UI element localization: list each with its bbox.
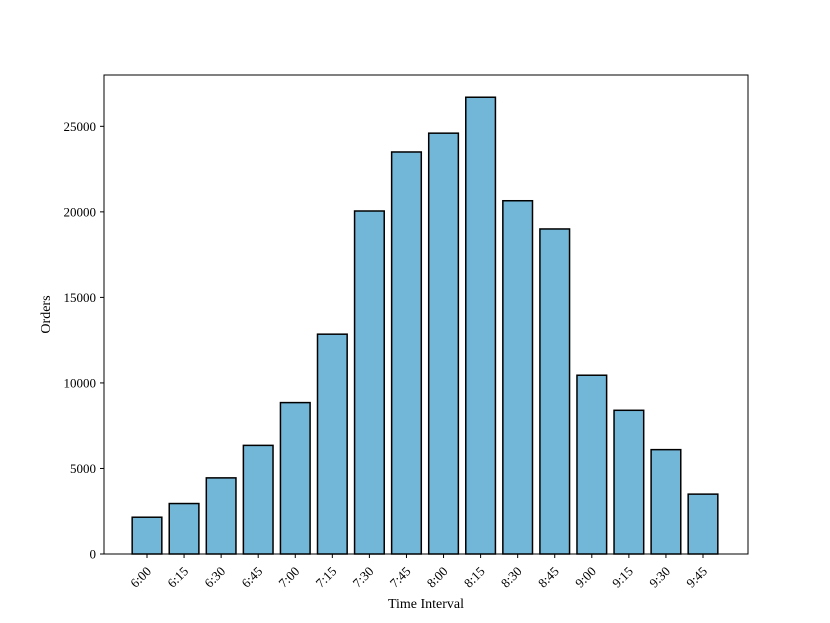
plot-frame: [103, 74, 749, 555]
x-tick-label: 7:45: [387, 564, 414, 591]
bars: [131, 96, 719, 555]
x-tick-label: 9:00: [572, 564, 599, 591]
x-axis-label: Time Interval: [388, 597, 464, 612]
x-tick-label: 9:15: [609, 564, 636, 591]
x-tick-label: 8:00: [424, 564, 451, 591]
bar-7:00: [279, 401, 311, 555]
bar-8:30: [502, 199, 534, 555]
bar-7:30: [353, 210, 385, 555]
y-ticks: 0 5000 10000 15000 20000 25000: [64, 119, 104, 562]
bar-9:30: [650, 448, 682, 555]
y-tick-label: 0: [90, 547, 97, 562]
bar-6:45: [242, 444, 274, 555]
bar-8:15: [465, 96, 497, 555]
bar-6:30: [205, 477, 237, 555]
bar-9:00: [576, 374, 608, 555]
x-tick-label: 7:15: [312, 564, 339, 591]
bar-6:00: [131, 516, 163, 555]
x-tick-label: 8:15: [461, 564, 488, 591]
x-tick-label: 8:45: [535, 564, 562, 591]
axes: [103, 74, 749, 555]
y-tick-label: 25000: [64, 119, 97, 134]
x-tick-label: 7:30: [350, 564, 377, 591]
y-tick-label: 10000: [64, 375, 97, 390]
x-tick-label: 6:30: [201, 564, 228, 591]
x-tick-label: 6:45: [238, 564, 265, 591]
x-tick-label: 6:15: [164, 564, 191, 591]
y-tick-label: 5000: [70, 461, 96, 476]
bar-8:45: [539, 228, 571, 555]
y-axis-label: Orders: [39, 295, 54, 333]
x-tick-label: 6:00: [127, 564, 154, 591]
x-tick-label: 7:00: [275, 564, 302, 591]
y-tick-label: 15000: [64, 290, 97, 305]
bar-8:00: [427, 132, 460, 555]
bar-7:15: [316, 333, 348, 555]
x-tick-label: 8:30: [498, 564, 525, 591]
x-ticks: 6:00 6:15 6:30 6:45 7:00 7:15 7:30 7:45 8:00 8:15…: [127, 554, 710, 590]
bar-7:45: [390, 151, 423, 555]
x-tick-label: 9:45: [683, 564, 710, 591]
bar-9:45: [687, 493, 719, 555]
x-tick-label: 9:30: [646, 564, 673, 591]
y-tick-label: 20000: [64, 204, 97, 219]
bar-6:15: [168, 502, 200, 555]
bar-9:15: [613, 409, 645, 555]
